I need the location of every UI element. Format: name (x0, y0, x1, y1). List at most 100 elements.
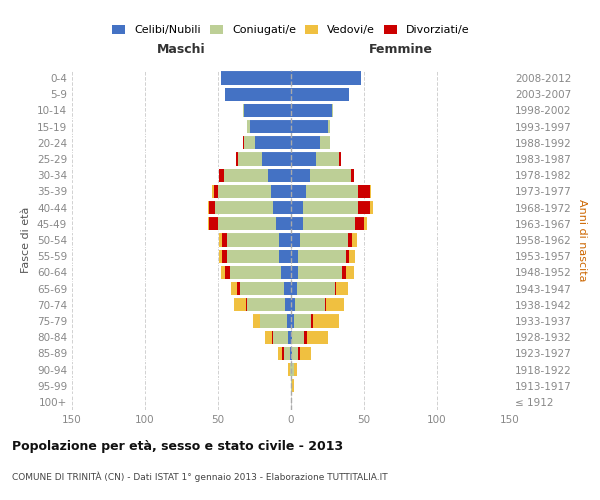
Bar (328, 120, 331, 134)
Bar (243, 104, 244, 117)
Bar (307, 330, 328, 344)
Bar (280, 234, 291, 246)
Bar (284, 346, 290, 360)
Bar (234, 298, 246, 312)
Bar (304, 330, 307, 344)
Bar (221, 266, 226, 279)
Bar (277, 217, 291, 230)
Text: COMUNE DI TRINITÀ (CN) - Dati ISTAT 1° gennaio 2013 - Elaborazione TUTTITALIA.IT: COMUNE DI TRINITÀ (CN) - Dati ISTAT 1° g… (12, 472, 388, 482)
Bar (231, 282, 237, 295)
Bar (274, 201, 291, 214)
Bar (221, 72, 291, 85)
Bar (292, 330, 304, 344)
Bar (339, 152, 341, 166)
Bar (358, 201, 370, 214)
Bar (288, 363, 290, 376)
Bar (291, 120, 328, 134)
Bar (291, 201, 302, 214)
Bar (291, 136, 320, 149)
Bar (265, 330, 272, 344)
Bar (246, 298, 247, 312)
Bar (250, 120, 291, 134)
Bar (310, 168, 351, 182)
Bar (336, 282, 348, 295)
Bar (272, 330, 274, 344)
Text: Maschi: Maschi (157, 44, 206, 57)
Bar (218, 185, 271, 198)
Bar (291, 152, 316, 166)
Bar (282, 346, 284, 360)
Bar (291, 72, 361, 85)
Bar (298, 266, 342, 279)
Bar (295, 298, 325, 312)
Bar (223, 250, 227, 263)
Bar (302, 201, 358, 214)
Bar (291, 379, 292, 392)
Bar (208, 201, 209, 214)
Bar (288, 330, 291, 344)
Bar (218, 217, 277, 230)
Bar (223, 234, 227, 246)
Bar (287, 314, 291, 328)
Bar (268, 168, 291, 182)
Bar (346, 266, 354, 279)
Bar (291, 363, 294, 376)
Bar (291, 346, 292, 360)
Bar (260, 314, 287, 328)
Bar (226, 88, 291, 101)
Bar (302, 217, 355, 230)
Bar (351, 168, 354, 182)
Bar (298, 346, 300, 360)
Bar (291, 314, 294, 328)
Bar (224, 168, 268, 182)
Bar (237, 282, 240, 295)
Bar (236, 152, 238, 166)
Text: Femmine: Femmine (368, 44, 433, 57)
Bar (247, 120, 250, 134)
Bar (294, 363, 297, 376)
Y-axis label: Anni di nascita: Anni di nascita (577, 198, 587, 281)
Bar (271, 185, 291, 198)
Bar (227, 250, 280, 263)
Bar (335, 282, 336, 295)
Bar (226, 266, 230, 279)
Bar (300, 234, 348, 246)
Bar (358, 185, 370, 198)
Bar (364, 217, 367, 230)
Bar (220, 168, 224, 182)
Bar (215, 201, 274, 214)
Bar (348, 234, 352, 246)
Bar (209, 217, 218, 230)
Bar (230, 266, 281, 279)
Bar (209, 201, 215, 214)
Bar (291, 250, 298, 263)
Bar (240, 282, 284, 295)
Bar (294, 314, 311, 328)
Bar (291, 88, 349, 101)
Bar (292, 379, 294, 392)
Bar (254, 136, 291, 149)
Bar (291, 298, 295, 312)
Bar (298, 250, 346, 263)
Bar (290, 346, 291, 360)
Bar (291, 217, 302, 230)
Bar (253, 314, 260, 328)
Bar (352, 234, 356, 246)
Bar (370, 201, 373, 214)
Bar (291, 104, 332, 117)
Bar (281, 266, 291, 279)
Bar (238, 152, 262, 166)
Bar (349, 250, 355, 263)
Bar (326, 298, 344, 312)
Bar (220, 250, 223, 263)
Legend: Celibi/Nubili, Coniugati/e, Vedovi/e, Divorziati/e: Celibi/Nubili, Coniugati/e, Vedovi/e, Di… (112, 24, 470, 35)
Y-axis label: Fasce di età: Fasce di età (22, 207, 31, 273)
Bar (247, 298, 285, 312)
Bar (262, 152, 291, 166)
Bar (291, 234, 300, 246)
Bar (311, 314, 313, 328)
Bar (346, 250, 349, 263)
Bar (284, 282, 291, 295)
Bar (243, 136, 244, 149)
Bar (285, 298, 291, 312)
